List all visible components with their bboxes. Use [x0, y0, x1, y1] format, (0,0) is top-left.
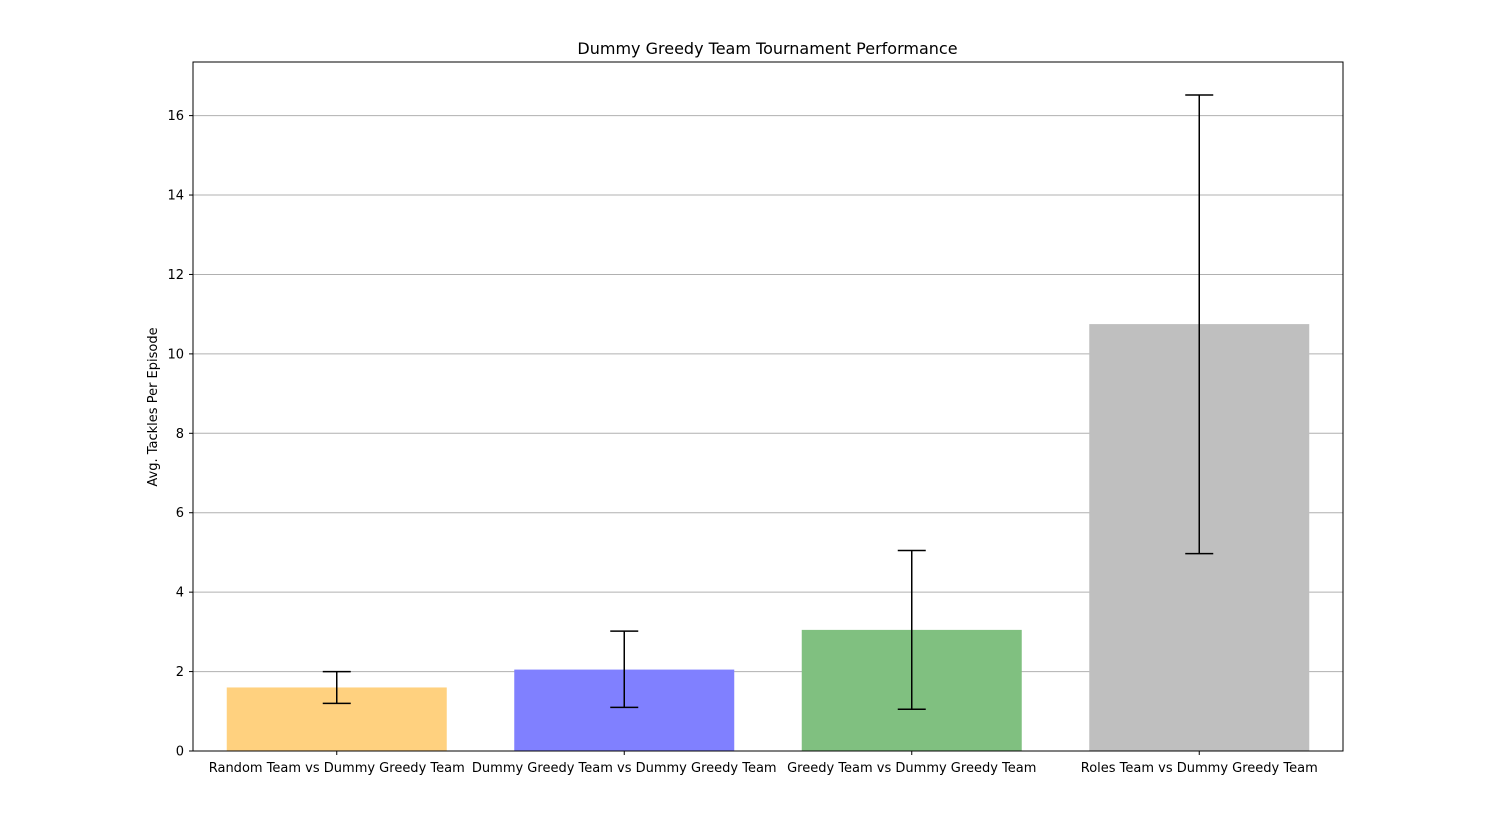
x-tick-label: Random Team vs Dummy Greedy Team	[209, 761, 465, 776]
y-tick-label: 0	[176, 745, 184, 760]
y-tick-label: 10	[167, 347, 184, 362]
x-tick-label: Greedy Team vs Dummy Greedy Team	[787, 761, 1036, 776]
x-tick-label: Roles Team vs Dummy Greedy Team	[1081, 761, 1318, 776]
chart-title: Dummy Greedy Team Tournament Performance	[577, 39, 957, 58]
bars	[226, 324, 1310, 751]
y-axis-ticks: 0 2 4 6 8 10 12 14 16	[167, 109, 193, 760]
x-axis-ticks: Random Team vs Dummy Greedy Team Dummy Gr…	[209, 751, 1318, 776]
y-tick-label: 14	[167, 189, 184, 204]
y-tick-label: 16	[167, 109, 184, 124]
y-tick-label: 2	[176, 665, 184, 680]
y-tick-label: 12	[167, 268, 184, 283]
y-axis-label: Avg. Tackles Per Episode	[146, 327, 161, 486]
y-tick-label: 6	[176, 506, 184, 521]
y-tick-label: 4	[176, 586, 184, 601]
error-bars	[322, 94, 1214, 711]
y-tick-label: 8	[176, 427, 184, 442]
plot-frame	[192, 61, 1344, 752]
x-tick-label: Dummy Greedy Team vs Dummy Greedy Team	[472, 761, 777, 776]
